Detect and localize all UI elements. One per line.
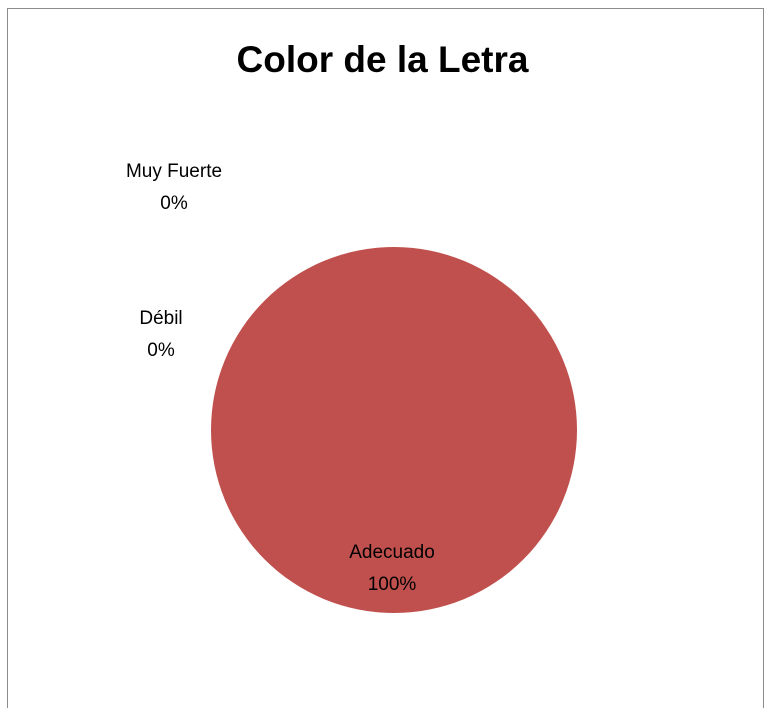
- slice-label-debil: Débil: [139, 308, 182, 329]
- pie-slices: [211, 247, 577, 613]
- chart-title: Color de la Letra: [236, 39, 529, 80]
- slice-label-adecuado: Adecuado: [349, 542, 435, 563]
- pie-chart: Muy Fuerte 0% Débil 0% Adecuado 100%: [126, 161, 577, 613]
- slice-label-muy-fuerte: Muy Fuerte: [126, 161, 222, 182]
- slice-percent-debil: 0%: [147, 340, 175, 361]
- pie-slice-adecuado: [211, 247, 577, 613]
- slice-percent-adecuado: 100%: [368, 574, 417, 595]
- slice-percent-muy-fuerte: 0%: [160, 193, 188, 214]
